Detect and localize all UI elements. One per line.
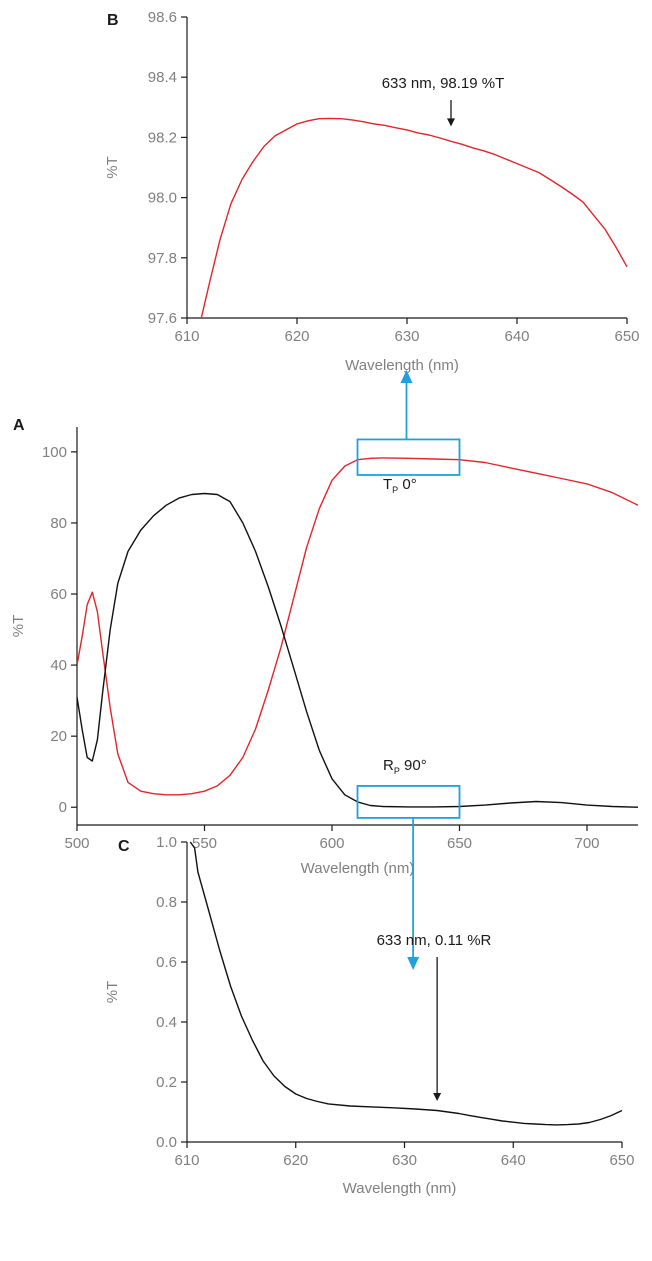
series-label-rp: RP 90°: [383, 757, 427, 776]
y-tick-label: 1.0: [156, 834, 177, 851]
y-axis-title: %T: [104, 156, 121, 179]
y-tick-label: 98.4: [148, 69, 177, 86]
panel-a: 0 20 40 60 80 100 500 550 600 650 700 Wavelength (n…: [10, 370, 639, 970]
y-tick-label: 20: [50, 728, 67, 745]
x-tick-label: 550: [192, 835, 217, 852]
panel-label: B: [107, 12, 119, 29]
callout-arrow-down-head: [407, 957, 420, 970]
x-axis-title: Wavelength (nm): [345, 357, 459, 374]
y-tick-label: 97.6: [148, 310, 177, 327]
y-tick-label: 0.0: [156, 1134, 177, 1151]
panel-label: C: [118, 838, 130, 855]
panel-b: 97.6 97.8 98.0 98.2 98.4 98.6 610 620 630 640 650 W…: [104, 9, 640, 374]
x-tick-label: 600: [319, 835, 344, 852]
y-tick-label: 98.2: [148, 129, 177, 146]
x-axis-title: Wavelength (nm): [301, 860, 415, 877]
y-tick-label: 0.8: [156, 894, 177, 911]
series-line-black: [189, 841, 623, 1126]
y-tick-label: 98.0: [148, 190, 177, 207]
x-tick-label: 610: [174, 1152, 199, 1169]
y-tick-label: 100: [42, 444, 67, 461]
annotation-text: 633 nm, 98.19 %T: [382, 75, 505, 92]
y-tick-label: 98.6: [148, 9, 177, 26]
x-tick-label: 650: [447, 835, 472, 852]
series-line-black: [77, 492, 639, 808]
annotation-arrow-head: [433, 1093, 442, 1101]
x-tick-label: 650: [609, 1152, 634, 1169]
panel-label: A: [13, 417, 25, 434]
y-tick-label: 60: [50, 586, 67, 603]
y-tick-label: 0.2: [156, 1074, 177, 1091]
annotation-arrow-head: [447, 118, 455, 127]
series-line-red: [77, 457, 639, 796]
y-tick-label: 0.6: [156, 954, 177, 971]
series-line-red: [200, 117, 628, 318]
callout-arrow-up-head: [400, 370, 413, 383]
y-axis-title: %T: [104, 981, 121, 1004]
x-tick-label: 640: [504, 328, 529, 345]
callout-box-top: [356, 438, 461, 476]
x-tick-label: 630: [392, 1152, 417, 1169]
y-tick-label: 97.8: [148, 250, 177, 267]
x-axis-title: Wavelength (nm): [343, 1180, 457, 1197]
panel-c: 0.0 0.2 0.4 0.6 0.8 1.0 610 620 630 640 650 Wavelen…: [104, 834, 635, 1197]
x-tick-label: 500: [64, 835, 89, 852]
annotation-text: 633 nm, 0.11 %R: [377, 932, 492, 949]
y-axis-title: %T: [10, 615, 27, 638]
y-tick-label: 80: [50, 515, 67, 532]
y-tick-label: 40: [50, 657, 67, 674]
x-tick-label: 700: [574, 835, 599, 852]
x-tick-label: 630: [394, 328, 419, 345]
callout-box-bottom: [356, 785, 461, 819]
x-tick-label: 650: [614, 328, 639, 345]
x-tick-label: 640: [501, 1152, 526, 1169]
y-tick-label: 0.4: [156, 1014, 177, 1031]
x-tick-label: 610: [174, 328, 199, 345]
y-tick-label: 0: [59, 799, 67, 816]
x-tick-label: 620: [283, 1152, 308, 1169]
x-tick-label: 620: [284, 328, 309, 345]
series-label-tp: TP 0°: [383, 476, 417, 495]
